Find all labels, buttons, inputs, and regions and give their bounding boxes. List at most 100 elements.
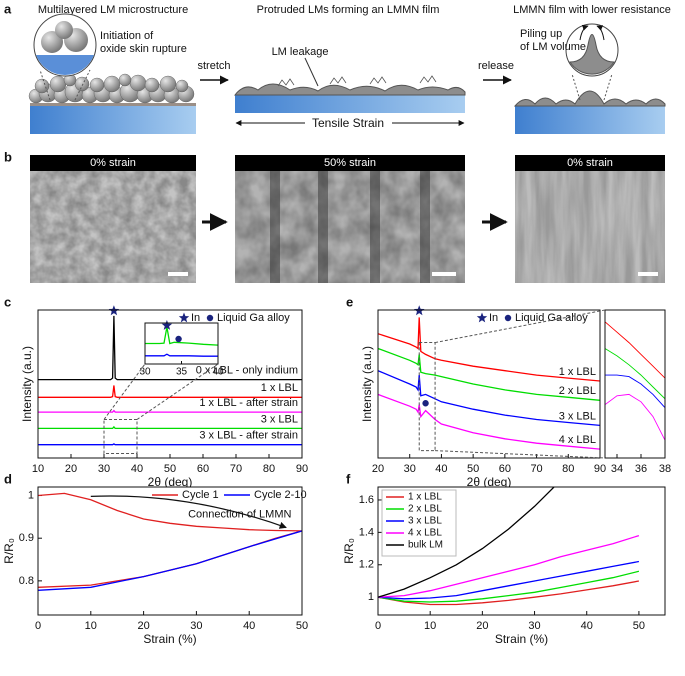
- scale-bar: [432, 272, 456, 276]
- series-label: 0 x LBL - only indium: [196, 364, 298, 376]
- x-axis-label: 2θ (deg): [467, 475, 512, 489]
- step-title: LMMN film with lower resistance: [513, 4, 671, 16]
- x-tick-label: 20: [372, 463, 384, 475]
- series-label: 3 x LBL: [261, 413, 298, 425]
- lm-particle: [144, 77, 160, 93]
- peak-marker: [161, 320, 173, 330]
- legend-label: bulk LM: [408, 540, 443, 551]
- series-label: 1 x LBL - after strain: [199, 397, 298, 409]
- substrate: [30, 106, 196, 134]
- x-tick-label: 40: [131, 463, 143, 475]
- substrate: [515, 106, 665, 134]
- note: of LM volume: [520, 41, 586, 53]
- y-axis-label: Intensity (a.u.): [360, 346, 374, 422]
- plot-area: [605, 310, 665, 458]
- note: Piling up: [520, 28, 562, 40]
- x-tick-label: 40: [243, 620, 255, 632]
- x-tick-label: 30: [190, 620, 202, 632]
- lm-particle: [41, 31, 63, 53]
- crack: [270, 171, 280, 283]
- header-bar: [515, 155, 665, 171]
- x-tick-label: 80: [263, 463, 275, 475]
- series-line: [38, 315, 302, 381]
- peak-marker: [422, 400, 429, 407]
- series-line: [378, 370, 600, 427]
- lm-particle: [89, 77, 105, 93]
- series-line: [378, 580, 640, 606]
- plot-frame: [377, 486, 666, 616]
- x-tick-label: 50: [633, 620, 645, 632]
- series-line: [378, 487, 555, 598]
- y-tick-label: 1.4: [359, 526, 374, 538]
- x-tick-label: 34: [611, 463, 623, 475]
- x-tick-label: 20: [476, 620, 488, 632]
- y-tick-label: 0.9: [19, 532, 34, 544]
- magnifier-substrate: [36, 55, 94, 76]
- y-tick-label: 1.2: [359, 559, 374, 571]
- annotation: Connection of LMMN: [188, 509, 291, 521]
- plot-frame: [37, 309, 303, 459]
- zoom-connector: [136, 363, 219, 420]
- lm-film: [233, 83, 466, 96]
- scale-bar: [638, 272, 658, 276]
- peak-marker: [175, 335, 182, 343]
- series-label: 4 x LBL: [559, 434, 596, 446]
- series-line: [38, 409, 302, 413]
- series-label: 1 x LBL: [559, 366, 596, 378]
- plot-frame: [377, 309, 601, 459]
- zoom-line: [603, 73, 613, 101]
- zoom-line: [39, 69, 51, 101]
- lm-pile: [569, 34, 615, 75]
- x-tick-label: 35: [176, 367, 188, 378]
- step-title: Multilayered LM microstructure: [38, 4, 188, 16]
- oxide-layer: [30, 103, 196, 106]
- lm-particle: [118, 73, 132, 87]
- x-tick-label: 60: [197, 463, 209, 475]
- legend-symbol: [476, 312, 488, 323]
- micrograph-texture: [235, 155, 465, 283]
- chart: 30 35 40: [139, 320, 224, 378]
- chart: 20 30 40 50 60 70 80 90 1 x LBL 2 x LBL 3 x LBL 4 x…: [360, 305, 606, 489]
- arrow: [596, 25, 605, 41]
- series-line: [605, 321, 665, 379]
- crack: [370, 171, 380, 283]
- x-tick-label: 30: [404, 463, 416, 475]
- header: 50% strain: [324, 157, 376, 169]
- charts: 10 20 30 40 50 60 70 80 900 x LBL - only indium1…: [2, 305, 671, 646]
- legend-label: 3 x LBL: [408, 516, 442, 527]
- pointer: [304, 57, 319, 87]
- x-axis-label: Strain (%): [143, 632, 196, 646]
- x-tick-label: 36: [635, 463, 647, 475]
- series-line: [378, 317, 600, 382]
- lm-particles: [28, 73, 195, 104]
- arrow: [579, 24, 589, 41]
- legend-symbol: [206, 314, 214, 322]
- y-axis-label: R/R₀: [2, 538, 16, 564]
- legend-label: 1 x LBL: [408, 492, 442, 503]
- series-line: [38, 385, 302, 398]
- lm-particle: [103, 75, 121, 93]
- series-label: 3 x LBL - after strain: [199, 430, 298, 442]
- annotation-arrow: [90, 495, 287, 529]
- x-tick-label: 0: [35, 620, 41, 632]
- zoom-box: [103, 419, 138, 455]
- x-tick-label: 50: [164, 463, 176, 475]
- step-label: release: [478, 60, 514, 72]
- lm-film: [513, 90, 666, 107]
- legend-label: Cycle 1: [182, 489, 219, 501]
- series-line: [378, 534, 640, 598]
- x-tick-label: 40: [212, 367, 224, 378]
- x-tick-label: 0: [375, 620, 381, 632]
- y-tick-label: 1: [368, 591, 374, 603]
- x-tick-label: 10: [85, 620, 97, 632]
- x-tick-label: 50: [296, 620, 308, 632]
- lm-particle: [34, 78, 50, 94]
- header-bar: [235, 155, 465, 171]
- header: 0% strain: [567, 157, 613, 169]
- x-tick-label: 30: [98, 463, 110, 475]
- series-line: [378, 393, 600, 450]
- x-tick-label: 90: [594, 463, 606, 475]
- schematic: Multilayered LM microstructure Protruded…: [28, 4, 671, 134]
- legend-label: 2 x LBL: [408, 504, 442, 515]
